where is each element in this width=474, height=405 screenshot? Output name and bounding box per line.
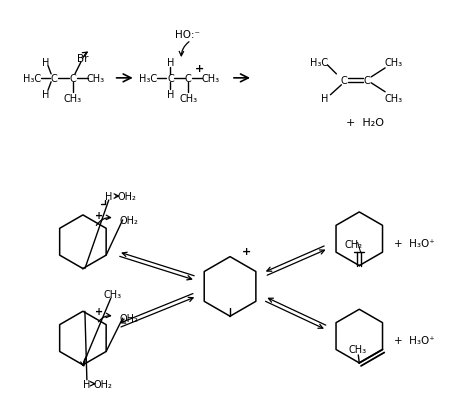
Text: CH₂: CH₂ xyxy=(344,239,362,249)
Text: H: H xyxy=(43,90,50,100)
Text: CH₃: CH₃ xyxy=(201,74,219,84)
Text: +  H₃O⁺: + H₃O⁺ xyxy=(393,335,434,345)
Text: H: H xyxy=(167,58,174,68)
Text: C: C xyxy=(70,74,76,84)
Text: +: + xyxy=(95,210,103,220)
Text: CH₃: CH₃ xyxy=(384,94,402,103)
Text: H: H xyxy=(83,379,91,389)
Text: C: C xyxy=(341,76,348,85)
Text: +: + xyxy=(195,64,204,74)
Text: H: H xyxy=(43,58,50,68)
Text: C: C xyxy=(51,74,57,84)
Text: HO:⁻: HO:⁻ xyxy=(175,30,200,40)
Text: H₃C: H₃C xyxy=(23,74,41,84)
Text: CH₃: CH₃ xyxy=(64,94,82,103)
Text: CH₃: CH₃ xyxy=(384,58,402,68)
Text: OH₂: OH₂ xyxy=(119,313,138,324)
Text: H₃C: H₃C xyxy=(139,74,157,84)
Text: +: + xyxy=(242,246,252,256)
Text: H: H xyxy=(167,90,174,100)
Text: CH₃: CH₃ xyxy=(179,94,197,103)
Text: CH₃: CH₃ xyxy=(87,74,105,84)
Text: C: C xyxy=(167,74,174,84)
Text: H: H xyxy=(105,192,112,202)
Text: CH₃: CH₃ xyxy=(348,344,366,354)
Text: C: C xyxy=(364,76,371,85)
Text: \: \ xyxy=(357,240,361,253)
Text: OH₂: OH₂ xyxy=(93,379,112,389)
Text: OH₂: OH₂ xyxy=(117,192,136,202)
Text: H: H xyxy=(321,94,328,103)
Text: CH₃: CH₃ xyxy=(104,290,122,300)
Text: OH₂: OH₂ xyxy=(119,215,138,225)
Text: H₃C: H₃C xyxy=(310,58,328,68)
Text: Br: Br xyxy=(77,54,89,64)
Text: +  H₃O⁺: + H₃O⁺ xyxy=(393,238,434,248)
Text: +  H₂O: + H₂O xyxy=(346,117,384,127)
Text: +: + xyxy=(95,307,103,316)
Text: C: C xyxy=(185,74,191,84)
